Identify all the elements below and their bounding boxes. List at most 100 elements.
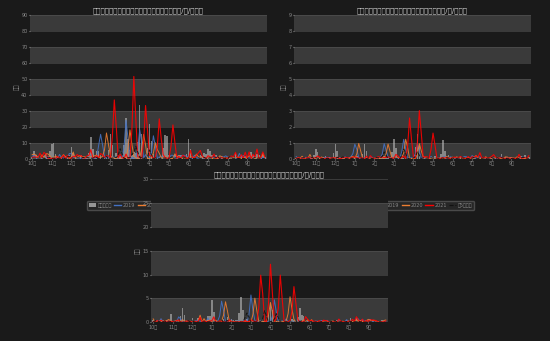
Bar xyxy=(246,158,248,159)
近5年均值 xyxy=(29,156,36,160)
Bar xyxy=(211,300,213,322)
2020 xyxy=(150,317,157,321)
Bar xyxy=(446,158,448,159)
2020 xyxy=(29,152,36,157)
Bar xyxy=(373,320,375,322)
Bar xyxy=(389,157,391,159)
Bar xyxy=(371,321,373,322)
2020 xyxy=(525,155,532,160)
Bar xyxy=(55,154,57,159)
Bar xyxy=(197,158,199,159)
Title: 陕西红枣日度到货量及价格走势（批发市场万吨/元/公斤）: 陕西红枣日度到货量及价格走势（批发市场万吨/元/公斤） xyxy=(214,171,325,178)
2021 xyxy=(162,156,168,160)
Bar xyxy=(268,315,269,322)
Bar xyxy=(170,158,172,159)
Bar xyxy=(209,316,211,322)
Bar xyxy=(411,158,412,159)
近5年均值 xyxy=(191,157,198,161)
Bar xyxy=(344,158,346,159)
Bar xyxy=(522,157,524,159)
近5年均值 xyxy=(400,147,407,151)
Bar xyxy=(518,158,520,159)
Bar xyxy=(227,317,228,322)
Bar xyxy=(340,158,342,159)
Bar xyxy=(188,321,189,322)
2019 xyxy=(455,156,462,160)
近5年均值 xyxy=(261,157,268,161)
Bar xyxy=(141,134,142,159)
Bar xyxy=(305,158,307,159)
近5年均值 xyxy=(193,156,200,160)
2021 xyxy=(378,320,385,324)
2020 xyxy=(160,156,167,160)
2021 xyxy=(382,319,389,323)
Bar xyxy=(475,158,477,159)
Bar xyxy=(258,155,260,159)
2020 xyxy=(234,320,240,324)
2019 xyxy=(400,137,407,142)
Title: 新疆红枣日度到货量及价格走势（批发市场万吨/元/公斤）: 新疆红枣日度到货量及价格走势（批发市场万吨/元/公斤） xyxy=(93,8,204,14)
Bar xyxy=(297,317,299,322)
Bar xyxy=(51,144,53,159)
Bar xyxy=(158,157,160,159)
Bar xyxy=(225,321,226,322)
Bar xyxy=(442,140,444,159)
Bar xyxy=(73,153,74,159)
Bar xyxy=(188,139,189,159)
Bar xyxy=(184,158,185,159)
2019 xyxy=(342,155,348,159)
Bar xyxy=(31,158,33,159)
Bar xyxy=(127,139,129,159)
Bar xyxy=(238,313,240,322)
2021 xyxy=(338,319,344,323)
Bar xyxy=(409,158,410,159)
Bar xyxy=(243,310,244,322)
2019 xyxy=(424,156,431,160)
Bar xyxy=(332,321,334,322)
Bar xyxy=(30,15,267,31)
Bar xyxy=(49,151,51,159)
Bar xyxy=(90,137,92,159)
Bar xyxy=(74,158,76,159)
Bar xyxy=(133,152,135,159)
Bar xyxy=(102,158,103,159)
Bar xyxy=(444,151,446,159)
Bar xyxy=(468,157,469,159)
Bar xyxy=(324,156,326,159)
Bar xyxy=(88,153,90,159)
2019 xyxy=(382,319,389,323)
Bar xyxy=(393,139,395,159)
Bar xyxy=(383,157,385,159)
Bar xyxy=(323,157,324,159)
Bar xyxy=(221,157,223,159)
近5年均值 xyxy=(293,156,300,160)
Bar xyxy=(460,156,461,159)
Bar xyxy=(92,149,94,159)
Bar xyxy=(412,158,414,159)
Bar xyxy=(338,158,340,159)
Bar xyxy=(285,321,287,322)
Y-axis label: 万吨: 万吨 xyxy=(14,84,20,90)
Y-axis label: 万吨: 万吨 xyxy=(282,84,287,90)
Bar xyxy=(248,321,250,322)
2020 xyxy=(293,157,300,161)
Bar xyxy=(213,157,214,159)
Bar xyxy=(201,321,203,322)
Bar xyxy=(236,320,238,322)
Bar xyxy=(376,158,377,159)
Bar xyxy=(289,321,291,322)
Bar xyxy=(256,154,258,159)
Bar xyxy=(35,155,37,159)
Line: 近5年均值: 近5年均值 xyxy=(296,149,529,159)
Bar xyxy=(109,134,111,159)
Line: 近5年均值: 近5年均值 xyxy=(32,146,265,159)
Bar xyxy=(57,158,58,159)
Bar xyxy=(294,79,531,95)
2019 xyxy=(199,320,205,324)
Bar xyxy=(331,157,332,159)
Bar xyxy=(272,310,273,322)
Bar xyxy=(240,297,242,322)
2020 xyxy=(257,155,264,159)
Bar xyxy=(45,154,47,159)
Title: 甘肃红枣日度到货量及价格走势（批发市场万吨/元/公斤）: 甘肃红枣日度到货量及价格走势（批发市场万吨/元/公斤） xyxy=(357,8,468,14)
